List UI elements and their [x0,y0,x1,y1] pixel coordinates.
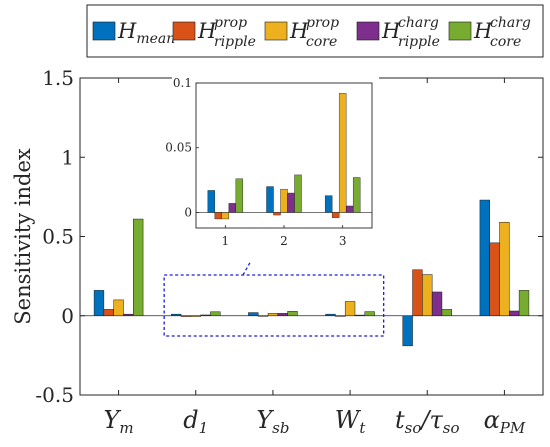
y-tick-label: 1 [61,145,74,169]
bar-core_prop-5 [422,274,433,317]
y-tick-label: -0.5 [35,383,74,407]
bar-mean-3 [248,312,259,316]
legend-sup-ripple_charg: charg [398,15,439,31]
bar-core_charg-6 [518,290,530,317]
x-tick-label: d1 [183,406,208,437]
legend-sub-core_charg: core [490,34,521,50]
bar-ripple_charg-3 [277,313,288,316]
bar-mean-4 [325,313,336,317]
inset-bar-core_charg-2 [294,174,302,213]
inset-y-tick-label: 0.05 [165,141,192,155]
legend-sup-core_charg: charg [490,15,531,31]
inset-bar-mean-2 [266,186,274,213]
legend-label-ripple_charg: H [381,19,401,43]
bar-ripple_charg-5 [431,291,443,317]
legend-swatch-core_charg [448,21,472,41]
bar-ripple_charg-6 [509,310,520,316]
inset-bar-ripple_prop-1 [214,212,223,220]
bar-ripple_prop-5 [412,269,423,317]
legend-sup-ripple_prop: prop [214,15,247,31]
zoom-region-box [163,274,385,337]
bar-core_prop-3 [267,313,279,316]
inset-bar-ripple_charg-3 [345,205,354,213]
bar-ripple_prop-1 [103,309,114,317]
y-tick-label: 0 [61,304,74,328]
inset-bar-ripple_charg-2 [287,192,295,213]
legend-label-core_prop: H [289,19,309,43]
inset-bar-core_prop-2 [280,188,288,213]
legend-swatch-core_prop [264,21,288,41]
bar-mean-1 [93,290,105,317]
bar-mean-6 [479,199,490,316]
bar-core_charg-5 [441,309,453,317]
x-tick-label: Ym [104,406,134,437]
inset-y-tick-label: 0.1 [173,76,192,90]
x-tick-label: αPM [484,406,526,437]
bar-core_charg-4 [364,311,375,316]
y-axis-label: Sensitivity index [11,148,35,325]
x-tick-label: Ysb [256,406,289,437]
bar-ripple_prop-6 [489,242,500,316]
legend-sub-core_prop: core [306,34,337,50]
inset-bar-core_charg-3 [352,177,361,213]
bar-ripple_prop-2 [180,315,192,317]
legend-label-mean: Hmean [117,19,175,47]
inset-bar-ripple_charg-1 [228,203,237,213]
inset-bar-core_prop-1 [221,212,230,220]
inset-x-tick-label: 3 [339,234,347,248]
legend-swatch-mean [92,21,116,41]
bar-ripple_prop-4 [335,315,346,317]
inset-bar-ripple_prop-3 [331,212,340,218]
legend-sub-ripple_prop: ripple [214,34,256,50]
bar-ripple_prop-3 [257,315,269,317]
bar-mean-5 [402,315,413,347]
bar-mean-2 [171,313,182,317]
y-tick-label: 1.5 [42,66,74,90]
inset-bar-ripple_prop-2 [273,212,281,216]
inset-bar-mean-3 [324,195,333,213]
bar-core_prop-4 [344,301,356,316]
inset-bar-mean-1 [207,190,216,213]
bar-ripple_charg-4 [354,314,366,316]
legend-label-core_charg: H [473,19,493,43]
legend-sup-core_prop: prop [306,15,339,31]
y-tick-label: 0.5 [42,225,74,249]
legend-label-ripple_prop: H [197,19,217,43]
inset-x-tick-label: 2 [280,234,288,248]
inset-bar-core_charg-1 [235,178,244,213]
bar-core_charg-1 [133,218,144,316]
bar-core_prop-1 [113,299,124,316]
legend-sub-ripple_charg: ripple [398,34,440,50]
bar-core_charg-3 [287,311,298,317]
bar-ripple_charg-1 [123,313,134,317]
x-tick-label: tso/τso [395,406,460,437]
inset-bar-core_prop-3 [338,93,347,213]
bar-core_charg-2 [210,311,221,317]
x-tick-label: Wt [335,406,367,437]
inset-x-tick-label: 1 [222,234,230,248]
bar-ripple_charg-2 [200,314,211,316]
legend-swatch-ripple_charg [356,21,380,41]
inset-y-tick-label: 0 [184,205,192,219]
legend-swatch-ripple_prop [172,21,196,41]
bar-core_prop-6 [499,221,510,316]
bar-core_prop-2 [190,315,201,317]
